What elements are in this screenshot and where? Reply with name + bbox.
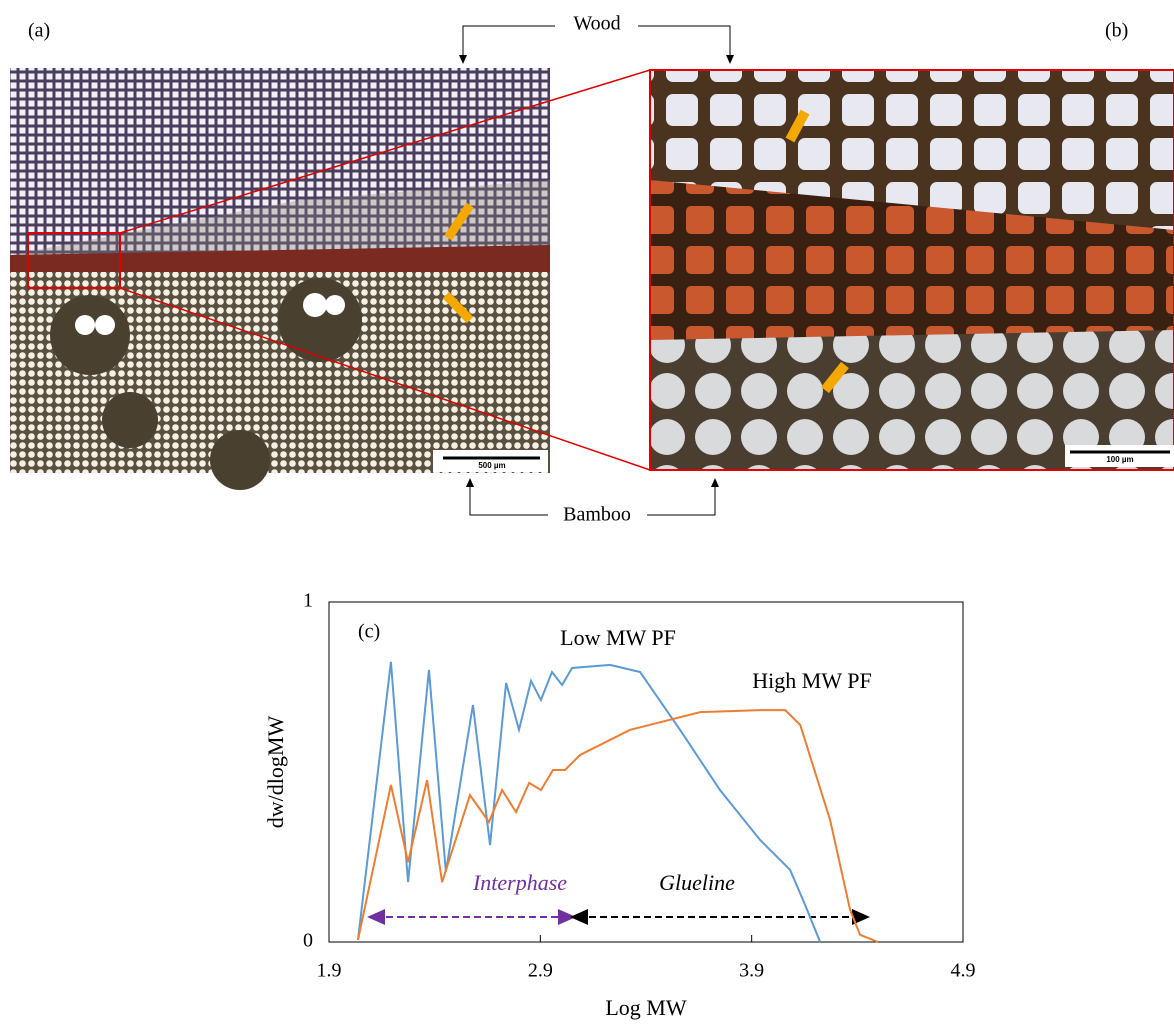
plot-frame [329,602,963,942]
micrograph-b [650,70,1174,470]
panel-label: (a) [28,20,50,42]
series-line [358,662,820,942]
x-axis-label: Log MW [605,995,687,1020]
wood-label: Wood [573,13,620,35]
figure: 500 µm 100 µm (a) (b) Wood Bamboo (c) dw… [0,0,1174,1027]
y-tick-label: 1 [303,590,313,612]
panel-label: (c) [358,621,380,643]
scale-label: 100 µm [1106,455,1133,464]
interphase-label: Interphase [472,870,567,895]
y-tick-label: 0 [303,930,313,952]
legend-label: Low MW PF [560,625,676,650]
glueline-label: Glueline [659,870,735,895]
micrograph-a [10,68,550,490]
x-tick-label: 2.9 [528,960,553,982]
x-tick-label: 4.9 [951,960,976,982]
bamboo-label: Bamboo [563,504,631,526]
x-tick-label: 1.9 [317,960,342,982]
scale-label: 500 µm [478,461,505,470]
y-axis-label: dw/dlogMW [263,716,288,829]
legend-label: High MW PF [752,668,871,693]
x-tick-label: 3.9 [739,960,764,982]
panel-label: (b) [1105,20,1128,42]
